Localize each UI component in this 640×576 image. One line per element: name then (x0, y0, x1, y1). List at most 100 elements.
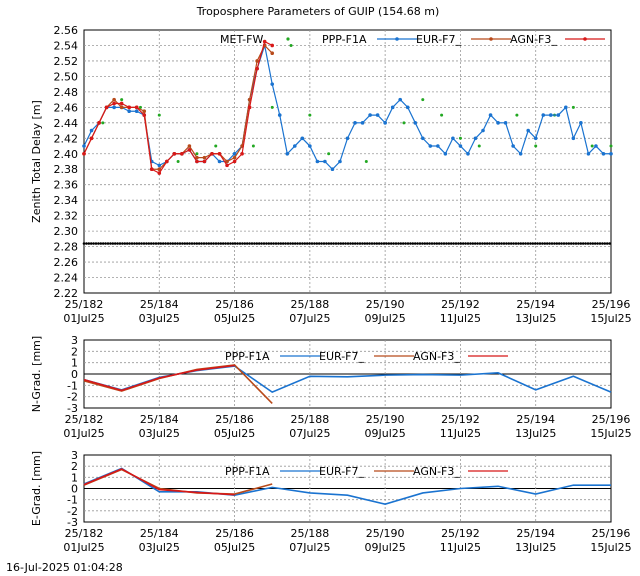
reference-point (217, 242, 220, 245)
reference-point (111, 242, 115, 245)
x-tick-day-label: 25/196 (592, 413, 631, 426)
reference-point (253, 242, 256, 245)
x-tick-date-label: 07Jul25 (289, 427, 330, 440)
reference-point (363, 242, 367, 245)
x-tick-date-label: 09Jul25 (365, 427, 406, 440)
x-tick-day-label: 25/186 (215, 413, 254, 426)
reference-point (524, 242, 527, 245)
data-point (262, 39, 267, 44)
reference-point (490, 242, 494, 245)
data-point (247, 105, 252, 110)
data-point (255, 59, 259, 63)
y-tick-label: 2.40 (54, 148, 79, 161)
y-tick-label: 2.32 (54, 210, 79, 223)
reference-point (389, 242, 393, 245)
reference-point (329, 242, 333, 245)
data-point (214, 144, 218, 148)
x-tick-date-label: 03Jul25 (139, 541, 180, 554)
y-tick-label: -2 (67, 391, 78, 404)
reference-point (291, 242, 295, 245)
y-tick-label: 2.56 (54, 24, 79, 37)
reference-point (178, 242, 182, 245)
reference-point (521, 242, 525, 245)
data-point (609, 151, 613, 156)
data-point (225, 163, 229, 168)
data-point (277, 113, 282, 117)
reference-point (394, 242, 398, 245)
data-point (368, 113, 372, 117)
data-point (82, 151, 86, 156)
data-point (251, 144, 255, 148)
reference-point (337, 242, 340, 245)
reference-point (433, 242, 436, 245)
reference-point (176, 242, 179, 245)
x-tick-date-label: 13Jul25 (515, 427, 556, 440)
x-tick-date-label: 01Jul25 (63, 312, 104, 325)
reference-point (392, 242, 395, 245)
data-point (195, 152, 199, 156)
reference-point (380, 242, 383, 245)
data-point (89, 136, 94, 141)
data-point (594, 144, 598, 148)
reference-point (593, 242, 597, 245)
y-tick-label: 2.44 (54, 117, 79, 130)
reference-point (440, 242, 443, 245)
series-line (83, 364, 235, 392)
x-tick-date-label: 01Jul25 (63, 427, 104, 440)
y-tick-label: -3 (67, 516, 78, 529)
data-point (451, 136, 455, 141)
legend-marker (395, 37, 399, 41)
reference-point (130, 242, 134, 245)
data-point (609, 144, 613, 148)
series-line (83, 467, 611, 505)
reference-point (106, 242, 110, 245)
data-point (187, 148, 192, 152)
reference-point (142, 242, 146, 245)
data-point (217, 159, 222, 164)
reference-point (255, 242, 259, 245)
reference-point (305, 242, 309, 245)
reference-point (262, 242, 266, 245)
x-tick-date-label: 01Jul25 (63, 541, 104, 554)
reference-point (428, 242, 431, 245)
reference-point (361, 242, 364, 245)
data-point (172, 151, 177, 156)
series-agn-f3- (83, 468, 235, 496)
reference-point (488, 242, 491, 245)
reference-point (279, 242, 283, 245)
x-tick-day-label: 25/188 (291, 298, 330, 311)
reference-point (437, 242, 441, 245)
data-point (421, 98, 425, 102)
data-point (157, 167, 162, 172)
reference-point (598, 242, 602, 245)
reference-point (334, 242, 338, 245)
data-point (440, 113, 444, 117)
series-line (83, 365, 612, 394)
data-point (488, 113, 493, 117)
reference-point (533, 242, 537, 245)
reference-point (435, 242, 439, 245)
reference-point (579, 242, 583, 245)
reference-point (315, 242, 319, 245)
reference-point (555, 242, 559, 245)
y-axis-label: N-Grad. [mm] (30, 336, 43, 412)
reference-point (601, 242, 604, 245)
data-point (202, 159, 207, 164)
reference-point (332, 242, 335, 245)
reference-point (214, 242, 218, 245)
y-tick-label: 2.54 (54, 39, 79, 52)
data-point (134, 109, 139, 114)
reference-point (133, 242, 136, 245)
reference-point (200, 242, 203, 245)
reference-point (377, 242, 381, 245)
data-point (443, 151, 448, 156)
x-tick-day-label: 25/184 (140, 527, 179, 540)
legend-label: AGN-F3_ (413, 350, 460, 363)
reference-point (368, 242, 371, 245)
legend-label: AGN-F3_ (510, 33, 557, 46)
data-point (375, 113, 380, 117)
reference-point (310, 242, 314, 245)
data-point (270, 82, 275, 86)
legend-swatch (286, 37, 290, 41)
legend-label: MET-FW (220, 33, 263, 46)
